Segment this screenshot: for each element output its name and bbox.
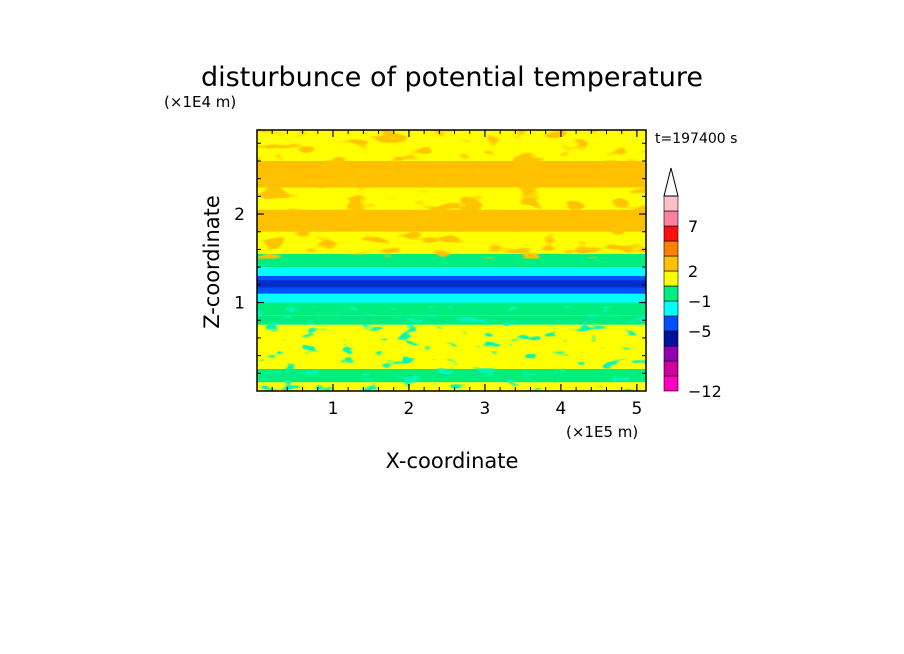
colorbar-segment <box>663 255 679 272</box>
heatmap-band <box>257 267 646 276</box>
colorbar-segment <box>663 285 679 302</box>
y-axis-label: Z-coordinate <box>200 195 224 329</box>
y-tick-label: 1 <box>234 294 245 314</box>
colorbar-label: −1 <box>688 292 712 311</box>
y-unit-label: (×1E4 m) <box>164 93 236 111</box>
time-label: t=197400 s <box>655 131 737 147</box>
colorbar-segment <box>663 345 679 362</box>
colorbar-segment <box>663 315 679 332</box>
x-tick-label: 2 <box>404 399 415 419</box>
colorbar-segment <box>663 330 679 347</box>
x-axis-label: X-coordinate <box>386 449 519 473</box>
colorbar-segment <box>663 300 679 317</box>
plot-area <box>256 129 647 392</box>
y-tick-label: 2 <box>234 205 245 225</box>
colorbar-label: −5 <box>688 322 712 341</box>
colorbar-segment <box>663 195 679 212</box>
heatmap-field <box>257 130 646 391</box>
colorbar-segment <box>663 225 679 242</box>
x-tick-label: 3 <box>480 399 491 419</box>
heatmap-texture <box>257 130 646 259</box>
x-tick-label: 4 <box>555 399 566 419</box>
colorbar-segment <box>663 360 679 377</box>
x-unit-label: (×1E5 m) <box>566 423 638 441</box>
chart-title: disturbunce of potential temperature <box>201 62 703 93</box>
heatmap-texture <box>257 306 646 391</box>
colorbar-segment <box>663 375 679 392</box>
plot-frame <box>256 129 647 392</box>
y-axis: 12 <box>234 142 646 374</box>
colorbar: −12−5−127 <box>663 167 722 401</box>
heatmap-band <box>257 293 646 303</box>
colorbar-label: 2 <box>688 262 698 281</box>
heatmap-band <box>257 280 646 288</box>
colorbar-label: −12 <box>688 382 722 401</box>
colorbar-extend-arrow <box>663 167 679 197</box>
colorbar-segment <box>663 210 679 227</box>
x-axis: 1 2 3 4 5 <box>271 130 642 419</box>
colorbar-segment <box>663 240 679 257</box>
x-tick-label: 5 <box>631 399 642 419</box>
colorbar-segment <box>663 270 679 287</box>
x-tick-label: 1 <box>328 399 339 419</box>
colorbar-label: 7 <box>688 217 698 236</box>
